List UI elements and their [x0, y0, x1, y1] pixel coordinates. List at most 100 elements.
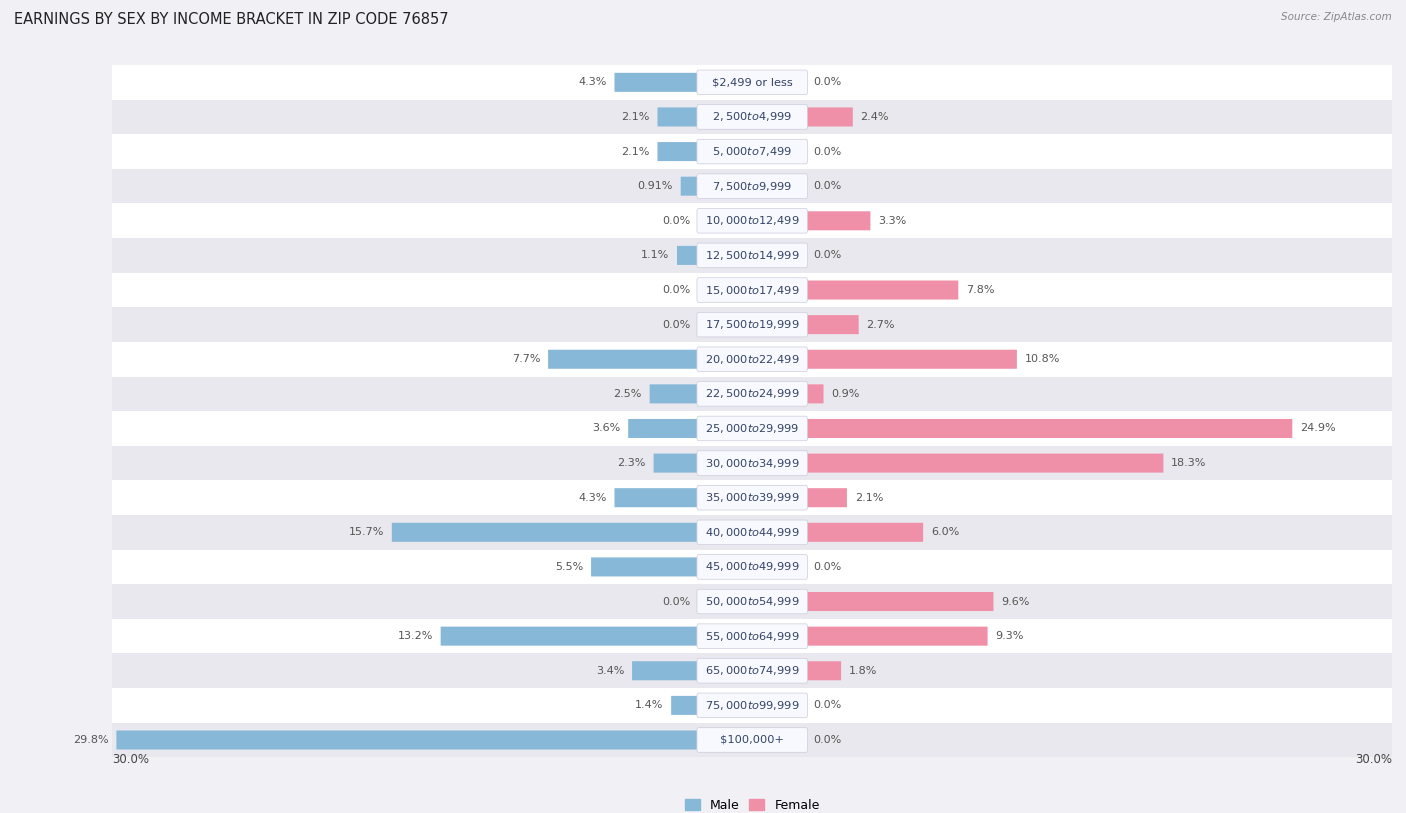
Bar: [112, 169, 1392, 203]
FancyBboxPatch shape: [806, 661, 841, 680]
Text: $17,500 to $19,999: $17,500 to $19,999: [704, 318, 800, 331]
Text: 0.0%: 0.0%: [662, 285, 690, 295]
Bar: [112, 723, 1392, 757]
Text: 3.3%: 3.3%: [879, 215, 907, 226]
Text: 30.0%: 30.0%: [112, 753, 149, 766]
Text: 0.0%: 0.0%: [662, 215, 690, 226]
FancyBboxPatch shape: [658, 142, 699, 161]
Bar: [112, 376, 1392, 411]
Bar: [112, 515, 1392, 550]
FancyBboxPatch shape: [697, 139, 807, 164]
Text: 13.2%: 13.2%: [398, 631, 433, 641]
Text: 1.8%: 1.8%: [849, 666, 877, 676]
Bar: [112, 342, 1392, 376]
Text: 2.1%: 2.1%: [855, 493, 883, 502]
Text: $65,000 to $74,999: $65,000 to $74,999: [704, 664, 800, 677]
FancyBboxPatch shape: [806, 280, 959, 299]
FancyBboxPatch shape: [650, 385, 699, 403]
Text: $40,000 to $44,999: $40,000 to $44,999: [704, 526, 800, 539]
Text: 1.4%: 1.4%: [636, 700, 664, 711]
FancyBboxPatch shape: [440, 627, 699, 646]
FancyBboxPatch shape: [697, 208, 807, 233]
FancyBboxPatch shape: [591, 558, 699, 576]
Text: 4.3%: 4.3%: [578, 493, 606, 502]
Text: $22,500 to $24,999: $22,500 to $24,999: [704, 387, 800, 400]
Text: 29.8%: 29.8%: [73, 735, 108, 745]
Text: 9.6%: 9.6%: [1001, 597, 1029, 606]
FancyBboxPatch shape: [697, 381, 807, 406]
Bar: [112, 654, 1392, 688]
Text: $2,499 or less: $2,499 or less: [711, 77, 793, 87]
Text: $100,000+: $100,000+: [720, 735, 785, 745]
Text: 0.9%: 0.9%: [831, 389, 859, 399]
Text: 3.6%: 3.6%: [592, 424, 620, 433]
Text: $35,000 to $39,999: $35,000 to $39,999: [704, 491, 800, 504]
FancyBboxPatch shape: [654, 454, 699, 472]
FancyBboxPatch shape: [117, 730, 699, 750]
FancyBboxPatch shape: [681, 176, 699, 196]
FancyBboxPatch shape: [697, 243, 807, 267]
Text: 0.0%: 0.0%: [814, 77, 842, 87]
Text: 1.1%: 1.1%: [641, 250, 669, 260]
Text: 2.4%: 2.4%: [860, 112, 889, 122]
Text: 0.0%: 0.0%: [814, 146, 842, 157]
Text: $55,000 to $64,999: $55,000 to $64,999: [704, 629, 800, 642]
Legend: Male, Female: Male, Female: [679, 793, 825, 813]
Bar: [112, 307, 1392, 342]
Text: 15.7%: 15.7%: [349, 528, 384, 537]
Bar: [112, 238, 1392, 272]
Text: 6.0%: 6.0%: [931, 528, 959, 537]
Bar: [112, 446, 1392, 480]
Text: 7.8%: 7.8%: [966, 285, 994, 295]
FancyBboxPatch shape: [806, 627, 987, 646]
FancyBboxPatch shape: [697, 450, 807, 476]
FancyBboxPatch shape: [806, 107, 853, 127]
Text: $45,000 to $49,999: $45,000 to $49,999: [704, 560, 800, 573]
FancyBboxPatch shape: [697, 174, 807, 198]
FancyBboxPatch shape: [697, 554, 807, 579]
Text: $30,000 to $34,999: $30,000 to $34,999: [704, 457, 800, 470]
Text: 2.5%: 2.5%: [613, 389, 643, 399]
Text: $12,500 to $14,999: $12,500 to $14,999: [704, 249, 800, 262]
Text: 0.0%: 0.0%: [814, 181, 842, 191]
Bar: [112, 272, 1392, 307]
FancyBboxPatch shape: [548, 350, 699, 369]
FancyBboxPatch shape: [806, 454, 1163, 472]
Text: Source: ZipAtlas.com: Source: ZipAtlas.com: [1281, 12, 1392, 22]
FancyBboxPatch shape: [671, 696, 699, 715]
FancyBboxPatch shape: [697, 624, 807, 649]
Text: 0.0%: 0.0%: [814, 735, 842, 745]
FancyBboxPatch shape: [697, 659, 807, 683]
Text: 2.7%: 2.7%: [866, 320, 896, 329]
Text: 9.3%: 9.3%: [995, 631, 1024, 641]
Text: 24.9%: 24.9%: [1301, 424, 1336, 433]
FancyBboxPatch shape: [614, 488, 699, 507]
Bar: [112, 134, 1392, 169]
FancyBboxPatch shape: [697, 485, 807, 510]
FancyBboxPatch shape: [806, 385, 824, 403]
FancyBboxPatch shape: [697, 728, 807, 752]
FancyBboxPatch shape: [678, 246, 699, 265]
FancyBboxPatch shape: [697, 105, 807, 129]
Text: 30.0%: 30.0%: [1355, 753, 1392, 766]
FancyBboxPatch shape: [806, 523, 924, 541]
FancyBboxPatch shape: [806, 211, 870, 230]
Text: 4.3%: 4.3%: [578, 77, 606, 87]
FancyBboxPatch shape: [806, 419, 1292, 438]
Text: $15,000 to $17,499: $15,000 to $17,499: [704, 284, 800, 297]
Text: 0.0%: 0.0%: [814, 700, 842, 711]
Bar: [112, 480, 1392, 515]
FancyBboxPatch shape: [392, 523, 699, 541]
Text: EARNINGS BY SEX BY INCOME BRACKET IN ZIP CODE 76857: EARNINGS BY SEX BY INCOME BRACKET IN ZIP…: [14, 12, 449, 27]
Text: 2.1%: 2.1%: [621, 112, 650, 122]
Text: $10,000 to $12,499: $10,000 to $12,499: [704, 215, 800, 228]
FancyBboxPatch shape: [806, 592, 994, 611]
FancyBboxPatch shape: [697, 347, 807, 372]
Bar: [112, 100, 1392, 134]
Text: 0.0%: 0.0%: [814, 250, 842, 260]
Text: 0.0%: 0.0%: [814, 562, 842, 572]
Text: $20,000 to $22,499: $20,000 to $22,499: [704, 353, 800, 366]
FancyBboxPatch shape: [614, 73, 699, 92]
Bar: [112, 411, 1392, 446]
Text: 10.8%: 10.8%: [1025, 354, 1060, 364]
